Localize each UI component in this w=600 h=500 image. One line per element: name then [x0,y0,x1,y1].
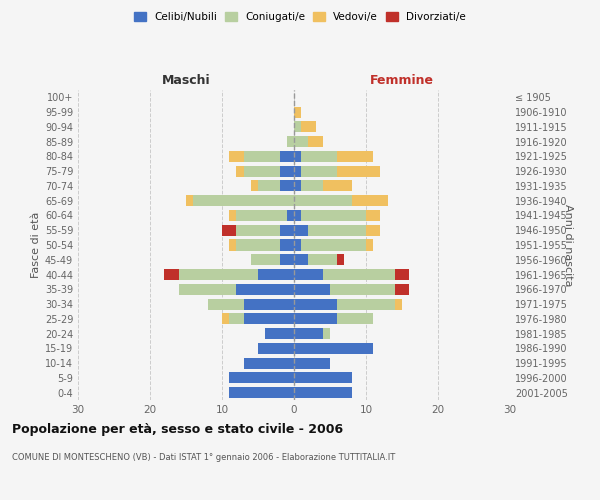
Bar [265,328,294,339]
Bar [294,254,308,266]
Bar [337,151,373,162]
Bar [294,136,308,147]
Bar [244,358,294,368]
Bar [301,166,337,176]
Bar [352,195,388,206]
Bar [337,314,373,324]
Bar [236,284,294,295]
Bar [323,328,330,339]
Bar [179,284,236,295]
Bar [294,195,352,206]
Bar [366,240,373,250]
Bar [236,166,244,176]
Bar [294,269,323,280]
Bar [294,151,301,162]
Bar [301,151,337,162]
Bar [301,240,366,250]
Y-axis label: Anni di nascita: Anni di nascita [563,204,573,286]
Bar [337,298,395,310]
Bar [287,136,294,147]
Bar [301,122,316,132]
Bar [395,298,402,310]
Bar [294,314,337,324]
Bar [229,151,244,162]
Bar [308,254,337,266]
Bar [244,151,280,162]
Bar [308,224,366,236]
Bar [258,269,294,280]
Bar [294,372,352,384]
Bar [280,151,294,162]
Bar [294,343,373,354]
Bar [337,254,344,266]
Bar [208,298,244,310]
Text: Popolazione per età, sesso e stato civile - 2006: Popolazione per età, sesso e stato civil… [12,422,343,436]
Bar [229,372,294,384]
Bar [294,180,301,192]
Bar [294,122,301,132]
Bar [229,210,236,221]
Bar [337,166,380,176]
Bar [251,254,280,266]
Bar [294,166,301,176]
Bar [222,314,229,324]
Bar [294,358,330,368]
Bar [294,328,323,339]
Bar [323,269,395,280]
Bar [294,106,301,118]
Bar [330,284,395,295]
Bar [301,210,366,221]
Bar [244,314,294,324]
Bar [258,180,280,192]
Text: Maschi: Maschi [161,74,211,87]
Bar [244,166,280,176]
Bar [323,180,352,192]
Bar [179,269,258,280]
Bar [395,269,409,280]
Bar [236,210,287,221]
Bar [236,240,280,250]
Bar [229,387,294,398]
Text: Femmine: Femmine [370,74,434,87]
Bar [280,166,294,176]
Bar [193,195,294,206]
Bar [222,224,236,236]
Bar [294,387,352,398]
Bar [395,284,409,295]
Bar [294,240,301,250]
Bar [294,210,301,221]
Bar [287,210,294,221]
Bar [280,224,294,236]
Bar [366,210,380,221]
Text: COMUNE DI MONTESCHENO (VB) - Dati ISTAT 1° gennaio 2006 - Elaborazione TUTTITALI: COMUNE DI MONTESCHENO (VB) - Dati ISTAT … [12,452,395,462]
Y-axis label: Fasce di età: Fasce di età [31,212,41,278]
Legend: Celibi/Nubili, Coniugati/e, Vedovi/e, Divorziati/e: Celibi/Nubili, Coniugati/e, Vedovi/e, Di… [130,8,470,26]
Bar [258,343,294,354]
Bar [366,224,380,236]
Bar [186,195,193,206]
Bar [308,136,323,147]
Bar [244,298,294,310]
Bar [280,254,294,266]
Bar [294,298,337,310]
Bar [229,314,244,324]
Bar [301,180,323,192]
Bar [236,224,280,236]
Bar [229,240,236,250]
Bar [280,180,294,192]
Bar [251,180,258,192]
Bar [294,284,330,295]
Bar [294,224,308,236]
Bar [164,269,179,280]
Bar [280,240,294,250]
